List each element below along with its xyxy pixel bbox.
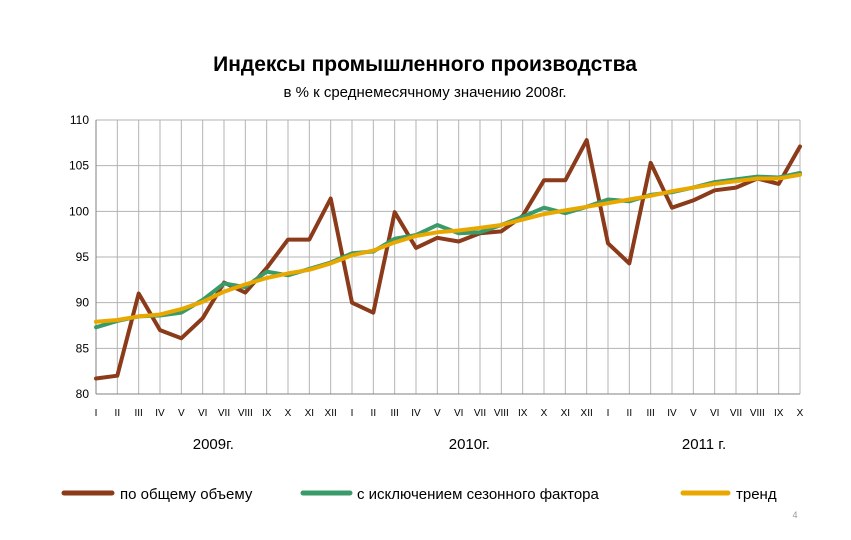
x-tick-label: V	[690, 408, 697, 419]
series-line	[94, 172, 802, 324]
year-label: 2010г.	[449, 436, 490, 453]
x-tick-label: II	[115, 408, 121, 419]
y-axis: 80 85 90 95 100 105 110	[69, 113, 97, 401]
x-tick-label: II	[627, 408, 633, 419]
y-tick-label: 100	[69, 204, 89, 218]
x-tick-label: I	[607, 408, 610, 419]
x-tick-label: X	[541, 408, 548, 419]
series-lines	[94, 138, 802, 381]
x-tick-label: IV	[667, 408, 677, 419]
y-tick-label: 85	[76, 341, 90, 355]
x-tick-label: IX	[774, 408, 784, 419]
x-tick-label: I	[95, 408, 98, 419]
chart-title: Индексы промышленного производства	[213, 53, 637, 76]
x-tick-label: XII	[581, 408, 593, 419]
x-tick-label: III	[390, 408, 398, 419]
y-tick-label: 105	[69, 159, 89, 173]
x-tick-label: II	[371, 408, 377, 419]
x-tick-label: V	[434, 408, 441, 419]
x-tick-label: VII	[730, 408, 742, 419]
x-tick-label: I	[351, 408, 354, 419]
page-number: 4	[792, 510, 797, 520]
x-tick-label: XI	[305, 408, 314, 419]
x-axis: I II III IV V VI VII VIII IX X XI XII I II III IV V VI VII…	[95, 393, 804, 419]
x-tick-label: VIII	[750, 408, 765, 419]
x-tick-label: V	[178, 408, 185, 419]
x-tick-label: VIII	[238, 408, 253, 419]
legend: по общему объему с исключением сезонного …	[61, 486, 777, 503]
legend-label: с исключением сезонного фактора	[357, 486, 600, 503]
x-tick-label: IV	[411, 408, 421, 419]
year-label: 2009г.	[193, 436, 234, 453]
y-tick-label: 110	[70, 113, 89, 127]
chart-subtitle: в % к среднемесячному значению 2008г.	[283, 84, 566, 101]
x-tick-label: IX	[518, 408, 528, 419]
series-line	[94, 138, 802, 381]
x-tick-label: VII	[474, 408, 486, 419]
x-tick-label: VIII	[494, 408, 509, 419]
x-tick-label: VII	[218, 408, 230, 419]
legend-label: по общему объему	[120, 486, 253, 503]
x-tick-label: VI	[454, 408, 463, 419]
x-tick-label: IX	[262, 408, 272, 419]
y-tick-label: 90	[76, 296, 90, 310]
grid	[95, 119, 801, 395]
y-tick-label: 95	[76, 250, 90, 264]
year-label: 2011 г.	[682, 436, 726, 453]
x-tick-label: X	[797, 408, 804, 419]
x-tick-label: III	[646, 408, 654, 419]
x-tick-label: VI	[198, 408, 207, 419]
year-labels: 2009г. 2010г. 2011 г.	[193, 436, 726, 453]
x-tick-label: XII	[325, 408, 337, 419]
x-tick-label: XI	[561, 408, 570, 419]
y-tick-label: 80	[76, 387, 90, 401]
legend-label: тренд	[736, 486, 777, 503]
x-tick-label: III	[134, 408, 142, 419]
x-tick-label: IV	[155, 408, 165, 419]
x-tick-label: X	[285, 408, 292, 419]
x-tick-label: VI	[710, 408, 719, 419]
